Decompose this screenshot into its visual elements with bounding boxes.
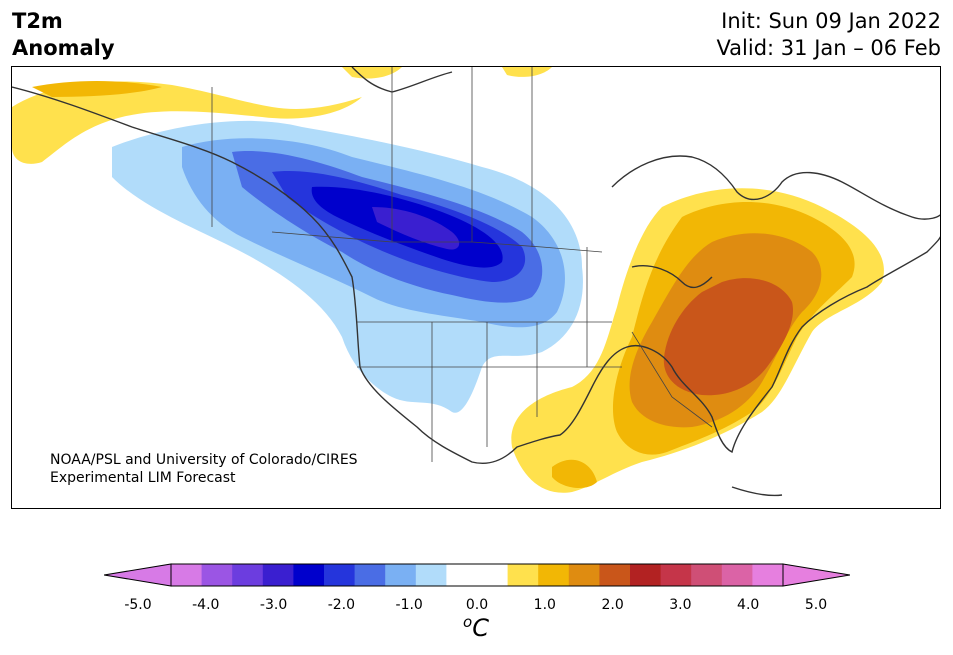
warm-anomaly-3-4 (663, 278, 793, 396)
credit-line-1: NOAA/PSL and University of Colorado/CIRE… (50, 452, 358, 468)
colorbar-svg (103, 563, 851, 587)
colorbar-bin (691, 564, 723, 586)
colorbar-bin (568, 564, 600, 586)
colorbar-bin (721, 564, 753, 586)
colorbar-bin (262, 564, 294, 586)
colorbar-bin (385, 564, 417, 586)
colorbar-bin (660, 564, 692, 586)
map-canvas (12, 67, 940, 497)
warm-anomaly-arctic (342, 67, 552, 79)
cold-anomaly-core (372, 207, 460, 250)
colorbar-tick-label: -4.0 (192, 597, 220, 613)
colorbar-tick-label: -1.0 (395, 597, 423, 613)
anomaly-map: NOAA/PSL and University of Colorado/CIRE… (11, 66, 941, 509)
colorbar-bin (477, 564, 509, 586)
colorbar (103, 563, 851, 591)
colorbar-tick-label: 0.0 (465, 597, 489, 613)
colorbar-bin (324, 564, 356, 586)
forecast-dates: Init: Sun 09 Jan 2022 Valid: 31 Jan – 06… (716, 8, 941, 62)
colorbar-tick-label: 5.0 (804, 597, 828, 613)
colorbar-bin (293, 564, 325, 586)
title-line-2: Anomaly (12, 36, 115, 60)
colorbar-bin (201, 564, 233, 586)
warm-anomaly-alaska-core (32, 81, 162, 97)
colorbar-tick-label: -3.0 (259, 597, 288, 613)
colorbar-bin (446, 564, 478, 586)
colorbar-bin (507, 564, 539, 586)
colorbar-bin (538, 564, 570, 586)
colorbar-over-arrow (782, 563, 851, 587)
warm-anomaly-alaska (12, 81, 362, 164)
colorbar-outline (170, 563, 784, 587)
valid-dates: Valid: 31 Jan – 06 Feb (716, 36, 941, 60)
map-title: T2m Anomaly (12, 8, 115, 62)
colorbar-under-arrow (103, 563, 172, 587)
init-date: Init: Sun 09 Jan 2022 (721, 9, 941, 33)
colorbar-tick-label: 1.0 (533, 597, 556, 613)
colorbar-tick-label: 4.0 (737, 597, 760, 613)
colorbar-bin (171, 564, 203, 586)
title-line-1: T2m (12, 9, 63, 33)
colorbar-unit: oC (463, 613, 489, 642)
unit-symbol: C (472, 614, 489, 642)
colorbar-bin (232, 564, 264, 586)
state-borders (211, 67, 713, 462)
colorbar-bin (599, 564, 631, 586)
colorbar-tick-label: -2.0 (327, 597, 356, 613)
colorbar-bin (415, 564, 447, 586)
colorbar-bin (752, 564, 784, 586)
colorbar-tick-label: -5.0 (124, 597, 152, 613)
colorbar-tick-label: 3.0 (669, 597, 692, 613)
colorbar-bin (354, 564, 386, 586)
colorbar-bin (630, 564, 662, 586)
colorbar-tick-label: 2.0 (601, 597, 624, 613)
unit-superscript: o (463, 613, 473, 631)
credit-line-2: Experimental LIM Forecast (50, 470, 236, 486)
credit-text: NOAA/PSL and University of Colorado/CIRE… (50, 451, 358, 487)
